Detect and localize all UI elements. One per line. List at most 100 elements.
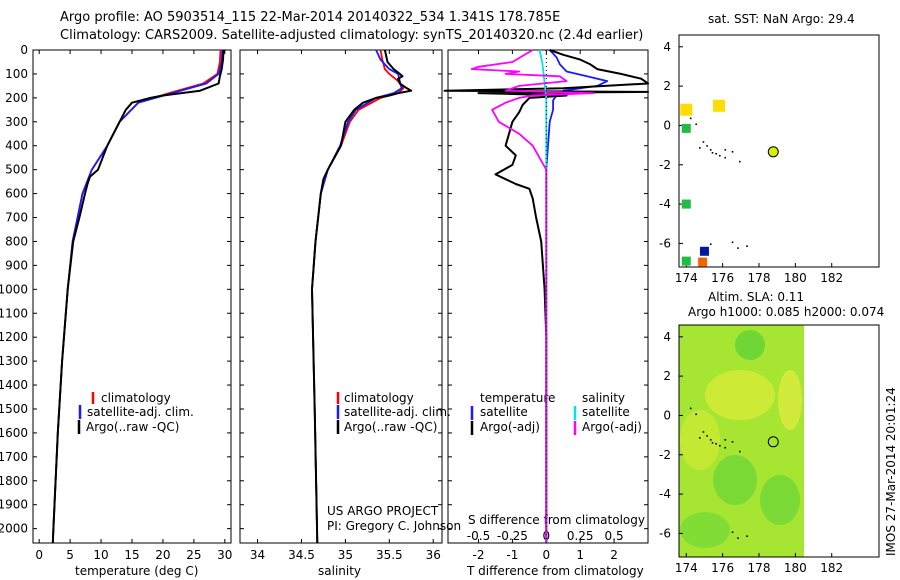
salinity-panel-frame xyxy=(239,49,443,544)
track-point xyxy=(715,442,717,445)
track-point xyxy=(702,431,705,433)
sla-field-blobs xyxy=(680,330,802,548)
map-y-tick-label: 2 xyxy=(663,369,671,383)
series-line-satellite-adj-clim- xyxy=(311,49,403,544)
temperature-xlabel: temperature (deg C) xyxy=(75,564,198,578)
track-point xyxy=(709,439,712,441)
sst-cell xyxy=(681,199,691,209)
map-x-tick-label: 176 xyxy=(711,561,734,575)
chart-marks: 0 5 10 15 20 25 300100200300400500600700800900… xyxy=(0,40,843,575)
s-diff-tick-label: 0.25 xyxy=(567,529,594,543)
x-tick-label: 30 xyxy=(217,548,232,562)
track-point xyxy=(702,141,705,143)
pi-annotation: PI: Gregory C. Johnson xyxy=(327,519,461,533)
sla-blob xyxy=(705,370,775,420)
map-x-tick-label: 180 xyxy=(784,271,807,285)
map-x-tick-label: 182 xyxy=(820,561,843,575)
track-point xyxy=(737,247,739,249)
track-point xyxy=(709,243,712,246)
map-x-tick-label: 176 xyxy=(711,271,734,285)
sla-blob xyxy=(778,370,802,430)
y-tick-label: 800 xyxy=(5,234,28,248)
difference-panel-frame xyxy=(447,49,649,544)
track-point xyxy=(724,446,727,449)
y-tick-label: 0 xyxy=(20,43,28,57)
legend-t-argo: Argo(-adj) xyxy=(480,420,540,434)
y-tick-label: 1500 xyxy=(0,402,28,416)
map-y-tick-label: 4 xyxy=(663,330,671,344)
y-tick-label: 1700 xyxy=(0,450,28,464)
series-line-t-satellite xyxy=(545,49,609,543)
legend-t-satellite: satellite xyxy=(480,405,528,419)
map-x-tick-label: 178 xyxy=(748,271,771,285)
y-tick-label: 700 xyxy=(5,211,28,225)
s-diff-xlabel: S difference from climatology xyxy=(468,513,645,527)
x-tick-label: 5 xyxy=(66,548,74,562)
s-diff-tick-label: -0.5 xyxy=(467,529,490,543)
x-tick-label: 35.5 xyxy=(376,548,403,562)
x-tick-label: -1 xyxy=(506,548,518,562)
sst-cell xyxy=(681,123,691,133)
map-y-tick-label: -2 xyxy=(659,158,671,172)
series-line-climatology xyxy=(51,49,222,544)
map-y-tick-label: -4 xyxy=(659,487,671,501)
track-point xyxy=(695,123,697,126)
climatology-subtitle: Climatology: CARS2009. Satellite-adjuste… xyxy=(60,28,644,43)
sla-blob xyxy=(713,455,757,505)
legend-satadj: satellite-adj. clim. xyxy=(344,405,451,419)
track-point xyxy=(699,437,701,439)
sla-title-line1: Altim. SLA: 0.11 xyxy=(708,290,804,304)
track-point xyxy=(706,145,708,147)
map-x-tick-label: 174 xyxy=(675,271,698,285)
map-x-tick-label: 174 xyxy=(675,561,698,575)
legend-s-satellite: satellite xyxy=(582,405,630,419)
track-point xyxy=(731,151,734,153)
map-y-tick-label: -6 xyxy=(659,526,671,540)
track-point xyxy=(746,535,748,537)
y-tick-label: 400 xyxy=(5,139,28,153)
y-tick-label: 1100 xyxy=(0,306,28,320)
y-tick-label: 1600 xyxy=(0,426,28,440)
track-point xyxy=(724,439,727,441)
track-point xyxy=(695,413,697,416)
y-tick-label: 600 xyxy=(5,187,28,201)
track-point xyxy=(711,151,714,154)
sla-map-frame xyxy=(678,324,880,558)
profile-location-marker xyxy=(767,146,779,158)
sla-blob xyxy=(680,512,730,548)
map-x-tick-label: 182 xyxy=(820,271,843,285)
series-line-satellite-adj-clim- xyxy=(51,49,224,544)
s-diff-tick-label: 0.5 xyxy=(605,529,624,543)
y-tick-label: 300 xyxy=(5,115,28,129)
s-diff-tick-label: -0.25 xyxy=(497,529,528,543)
y-tick-label: 1200 xyxy=(0,330,28,344)
series-line-t-argo-adj- xyxy=(443,49,649,543)
y-tick-label: 2000 xyxy=(0,522,28,536)
y-tick-label: 1400 xyxy=(0,378,28,392)
x-tick-label: -2 xyxy=(473,548,485,562)
y-tick-label: 100 xyxy=(5,67,28,81)
sst-cell xyxy=(680,103,693,116)
track-point xyxy=(711,441,714,444)
x-tick-label: 0 xyxy=(35,548,43,562)
x-tick-label: 34.5 xyxy=(288,548,315,562)
map-y-tick-label: -2 xyxy=(659,448,671,462)
t-diff-xlabel: T difference from climatology xyxy=(466,564,644,578)
track-point xyxy=(699,147,701,149)
y-tick-label: 1900 xyxy=(0,498,28,512)
x-tick-label: 15 xyxy=(124,548,139,562)
series-line-argo xyxy=(311,49,413,544)
track-point xyxy=(719,154,721,157)
series-line-s-argo-adj- xyxy=(470,49,595,543)
track-point xyxy=(739,160,741,163)
salinity-xlabel: salinity xyxy=(318,564,361,578)
track-point xyxy=(689,117,692,120)
map-x-tick-label: 180 xyxy=(784,561,807,575)
series-line-climatology xyxy=(311,49,405,544)
project-annotation: US ARGO PROJECT xyxy=(327,504,439,518)
track-point xyxy=(706,435,708,437)
y-tick-label: 200 xyxy=(5,91,28,105)
map-y-tick-label: 0 xyxy=(663,118,671,132)
legend-argo: Argo(..raw -QC) xyxy=(344,420,437,434)
